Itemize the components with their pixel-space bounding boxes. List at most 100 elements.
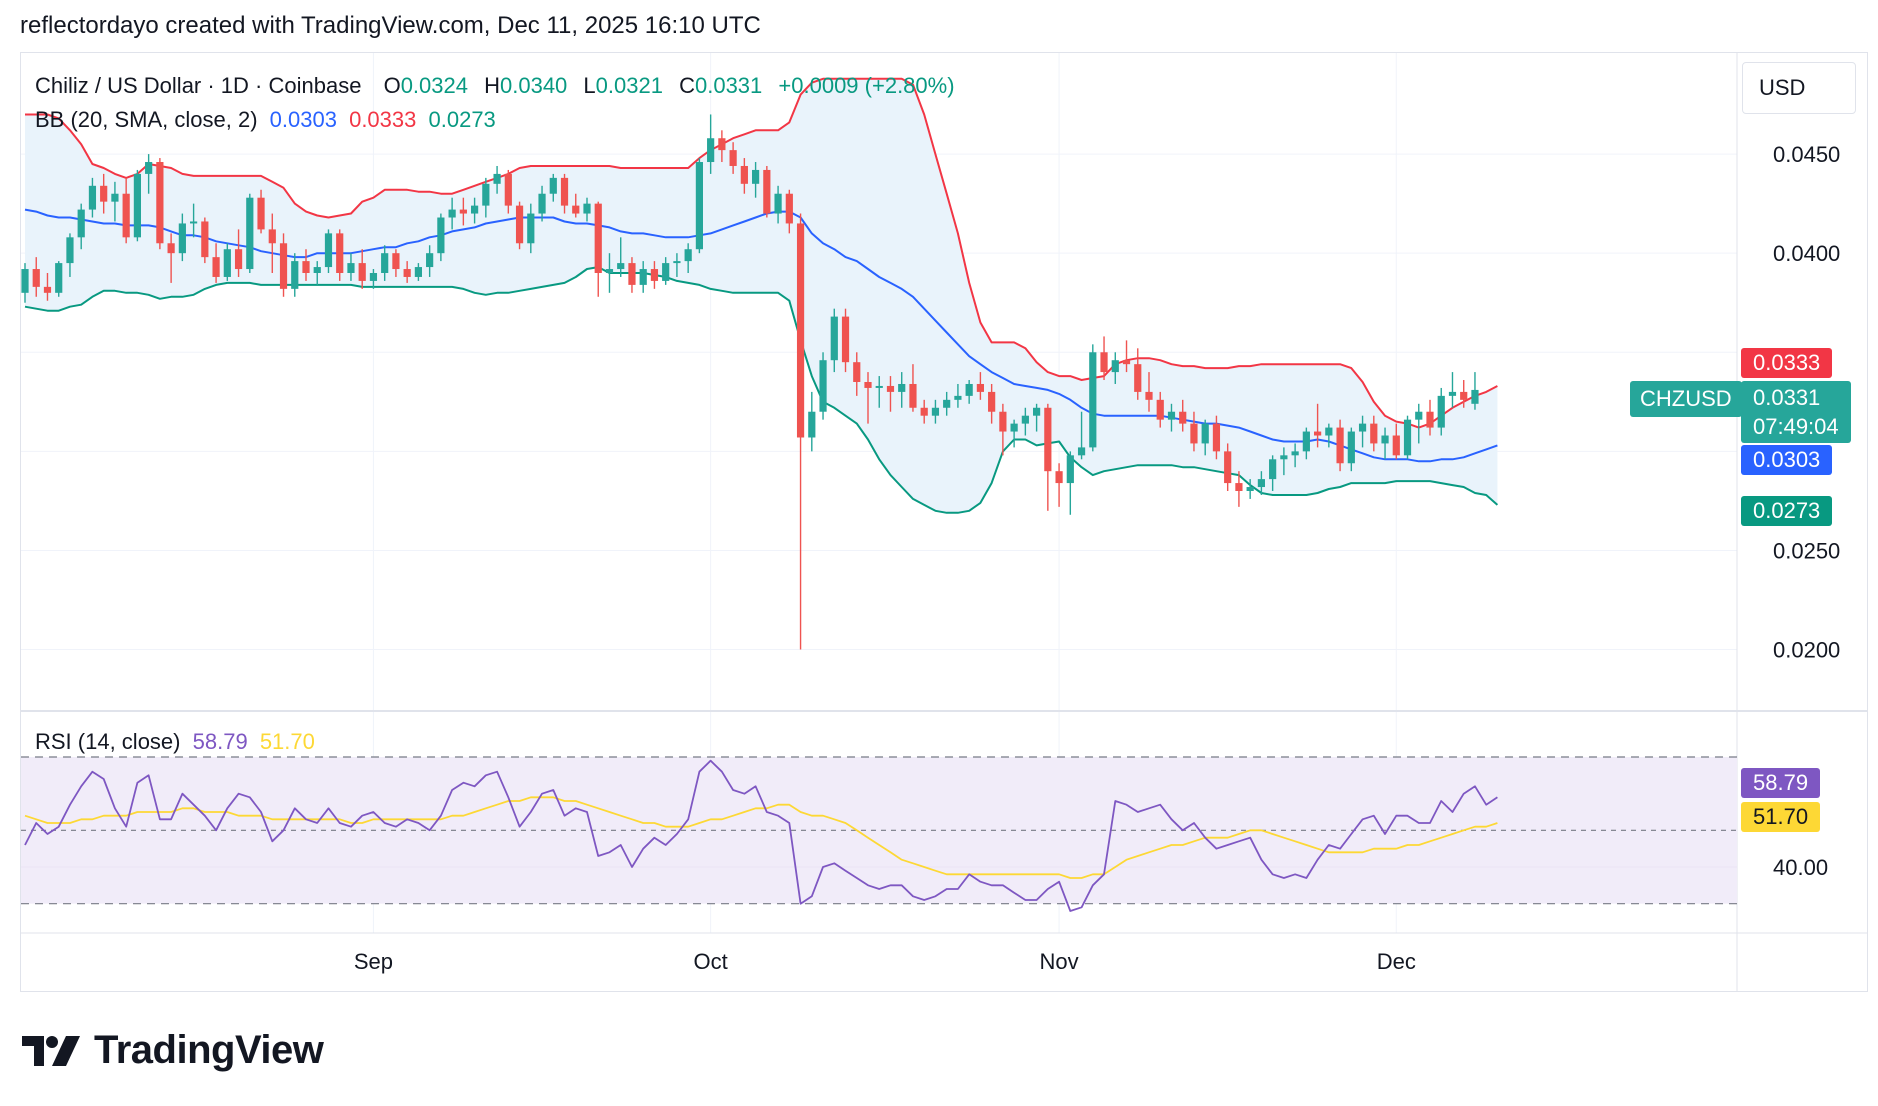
bb-upper-value: 0.0333 [349,107,417,132]
candle-body [988,391,996,412]
candle-body [313,267,321,273]
candle-body [167,243,175,254]
candle-body [954,395,962,400]
candle-body [1302,431,1310,452]
candle-body [212,257,220,277]
candle-body [1392,435,1400,456]
price-axis-label-0: 0.0450 [1773,142,1840,167]
candle-body [1224,451,1232,484]
tradingview-logo[interactable]: TradingView [22,1028,324,1073]
candle-body [1066,455,1074,484]
candle-body [1336,427,1344,464]
candle-body [77,209,85,238]
candle-body [1190,423,1198,444]
bb-label: BB (20, SMA, close, 2) [35,107,258,132]
candle-body [662,263,670,281]
candle-body [381,253,389,273]
bar-countdown: 07:49:04 [1753,414,1839,439]
candle-body [796,223,805,438]
candle-body [1089,352,1097,448]
candle-body [66,237,74,264]
candle-body [1415,411,1423,420]
candle-body [145,162,153,174]
candle-body [414,267,422,277]
candle-body [459,209,467,214]
candle-body [279,243,288,289]
candle-body [43,286,52,293]
candle-body [684,249,692,262]
bb-lower-value: 0.0273 [428,107,496,132]
candle-body [32,269,40,287]
candle-body [572,205,580,214]
candle-body [830,316,838,361]
candle-body [1111,360,1119,373]
candle-body [1179,411,1187,424]
low-label: L [583,73,596,98]
candle-body [437,217,445,254]
candle-body [1403,419,1412,456]
chart-canvas[interactable]: 0.0450 0.0400 0.0250 0.0200 Sep Oct Nov Dec 40.0… [21,53,1867,991]
chart-credit: reflectordayo created with TradingView.c… [20,12,761,39]
rsi-band-fill [21,757,1737,904]
candle-body [302,261,310,273]
candle-body [1055,471,1063,484]
bb-mid-line [24,208,1498,463]
candle-body [752,169,760,184]
candle-body [527,213,535,244]
low-value: 0.0321 [595,73,663,98]
candle-body [111,193,119,202]
bb-mid-price-tag: 0.0303 [1741,445,1833,475]
candle-body [515,205,524,244]
symbol-tag: CHZUSD [1630,381,1742,417]
high-value: 0.0340 [500,73,568,98]
candle-body [1426,411,1434,428]
candle-body [920,407,928,416]
candle-body [268,229,276,244]
rsi-legend[interactable]: RSI (14, close) 58.79 51.70 [35,729,321,755]
tradingview-wordmark: TradingView [94,1028,324,1072]
rsi-value-tag: 58.79 [1741,768,1821,798]
candle-body [976,383,984,392]
candle-body [1257,479,1265,488]
candle-body [594,203,602,273]
rsi-ma-value: 51.70 [259,729,315,754]
candle-body [931,407,940,416]
candle-body [392,253,400,270]
candle-body [819,360,827,412]
candle-body [156,162,164,244]
candle-body [55,263,63,293]
bb-upper-price-tag: 0.0333 [1741,348,1833,378]
bb-band-fill [25,78,1498,513]
bb-legend[interactable]: BB (20, SMA, close, 2) 0.0303 0.0333 0.0… [35,107,502,133]
candle-body [482,183,490,206]
candles-group [21,114,1479,650]
candle-body [898,383,906,392]
price-axis-label-1: 0.0400 [1773,241,1840,266]
candle-body [133,173,141,238]
candle-body [1167,411,1176,420]
open-value: 0.0324 [400,73,468,98]
high-label: H [484,73,500,98]
candle-body [88,185,97,210]
time-axis-label-dec: Dec [1377,949,1416,974]
candle-body [1212,423,1221,452]
candle-body [358,263,366,281]
candle-body [1325,427,1333,436]
candle-body [673,261,681,264]
candle-body [841,316,850,363]
candle-body [1358,423,1367,432]
candle-body [943,399,951,408]
candle-body [403,269,411,277]
candle-body [1471,389,1479,404]
candle-body [740,165,748,184]
candle-body [246,197,254,270]
last-price-tag: 0.0331 07:49:04 [1741,381,1851,443]
chart-frame[interactable]: 0.0450 0.0400 0.0250 0.0200 Sep Oct Nov Dec 40.0… [20,52,1868,992]
candle-body [201,221,209,258]
symbol-title[interactable]: Chiliz / US Dollar · 1D · Coinbase [35,73,362,98]
close-label: C [679,73,695,98]
candle-body [909,383,917,408]
candle-body [538,193,546,214]
close-value: 0.0331 [694,73,763,98]
currency-button[interactable]: USD [1742,62,1856,114]
